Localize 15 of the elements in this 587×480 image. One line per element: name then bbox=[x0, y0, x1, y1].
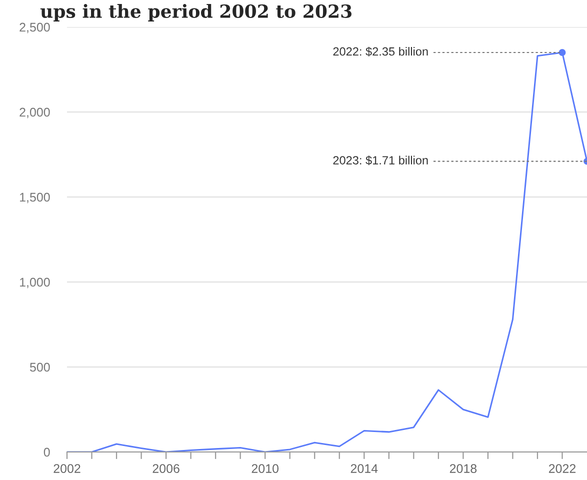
x-tick-label: 2014 bbox=[350, 464, 378, 473]
y-tick-label: 500 bbox=[30, 362, 50, 372]
annotation: 2023: $1.71 billion bbox=[333, 156, 428, 166]
annotation: 2022: $2.35 billion bbox=[333, 46, 428, 56]
chart-title: ups in the period 2002 to 2023 bbox=[40, 4, 352, 22]
y-tick-label: 1,000 bbox=[20, 278, 50, 288]
y-tick-label: 1,500 bbox=[20, 192, 50, 204]
x-tick-label: 2006 bbox=[152, 464, 180, 473]
x-tick-label: 2002 bbox=[54, 464, 80, 473]
y-tick-label: 0 bbox=[44, 448, 50, 457]
y-tick-label: 2,000 bbox=[20, 108, 50, 118]
x-tick-label: 2018 bbox=[450, 464, 477, 473]
y-tick-label: 2,500 bbox=[20, 22, 50, 34]
x-tick-label: 2022 bbox=[548, 464, 576, 473]
x-tick-label: 2010 bbox=[252, 464, 279, 473]
